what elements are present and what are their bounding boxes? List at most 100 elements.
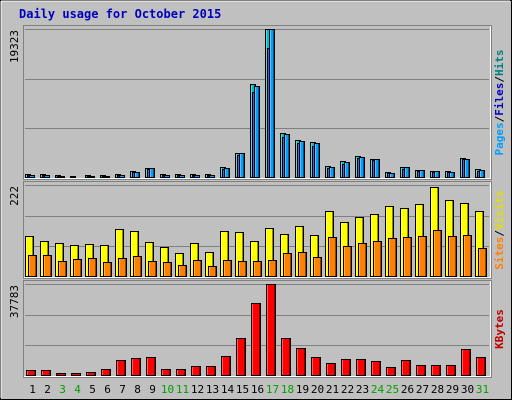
bar-sites-day-30 (463, 235, 472, 277)
legend-separator: / (493, 76, 506, 83)
bar-kbytes-day-29 (446, 365, 456, 376)
bars-hits (25, 29, 485, 178)
day-label-17: 17 (266, 383, 279, 396)
y-max-label: 37783 (8, 285, 21, 318)
bar-kbytes-day-13 (206, 366, 216, 376)
bar-kbytes-day-9 (146, 357, 156, 376)
bar-sites-day-22 (343, 246, 352, 277)
bar-sites-day-14 (223, 260, 232, 277)
day-label-28: 28 (431, 383, 444, 396)
bar-kbytes-day-25 (386, 367, 396, 376)
bar-pages-day-18 (284, 134, 290, 178)
bar-pages-day-9 (149, 168, 155, 178)
bar-kbytes-day-21 (326, 363, 336, 376)
bar-pages-day-6 (104, 176, 110, 178)
bar-pages-day-26 (404, 167, 410, 178)
bar-kbytes-day-24 (371, 361, 381, 376)
bar-sites-day-7 (118, 258, 127, 277)
bar-sites-day-9 (148, 261, 157, 277)
bar-sites-day-1 (28, 255, 37, 277)
panel-frame (23, 181, 492, 279)
bar-kbytes-day-8 (131, 358, 141, 376)
bar-pages-day-2 (44, 175, 50, 178)
bar-sites-day-29 (448, 236, 457, 277)
bar-pages-day-14 (224, 168, 230, 178)
bar-sites-day-26 (403, 237, 412, 277)
bar-pages-day-5 (89, 176, 95, 178)
day-label-26: 26 (401, 383, 414, 396)
bar-kbytes-day-12 (191, 366, 201, 376)
bar-pages-day-25 (389, 173, 395, 178)
day-label-8: 8 (134, 383, 141, 396)
bar-sites-day-15 (238, 261, 247, 277)
legend-hits: Pages/Files/Hits (493, 50, 506, 156)
bar-kbytes-day-23 (356, 359, 366, 376)
bar-kbytes-day-11 (176, 369, 186, 376)
day-label-10: 10 (161, 383, 174, 396)
bar-pages-day-19 (299, 141, 305, 178)
bar-pages-day-21 (329, 167, 335, 178)
bar-pages-day-17 (269, 29, 275, 178)
day-label-5: 5 (89, 383, 96, 396)
bar-kbytes-day-2 (41, 370, 51, 376)
bar-sites-day-31 (478, 248, 487, 277)
bar-pages-day-11 (179, 175, 185, 178)
bar-pages-day-3 (59, 176, 65, 178)
bar-kbytes-day-26 (401, 360, 411, 376)
day-label-27: 27 (416, 383, 429, 396)
bar-sites-day-17 (268, 260, 277, 277)
bar-pages-day-7 (119, 175, 125, 178)
legend-label-sites: Sites (493, 237, 506, 270)
legend-label-kbytes: KBytes (493, 309, 506, 349)
y-max-label: 19323 (8, 30, 21, 63)
bar-sites-day-25 (388, 238, 397, 277)
legend-separator: / (493, 230, 506, 237)
x-axis-labels: 1 2 3 4 5 6 7 8 9 10 11 12 13 14 15 16 17 18 19 20 21 22 23 24 2… (29, 383, 489, 396)
day-label-2: 2 (44, 383, 51, 396)
panel-frame (23, 280, 492, 378)
legend-label-files: Files (493, 83, 506, 116)
bar-kbytes-day-16 (251, 303, 261, 376)
day-label-24: 24 (371, 383, 385, 396)
day-label-12: 12 (191, 383, 204, 396)
bar-pages-day-8 (134, 172, 140, 178)
bar-pages-day-22 (344, 162, 350, 178)
legend-kbytes: KBytes (493, 309, 506, 349)
bar-pages-day-13 (209, 175, 215, 178)
bar-kbytes-day-10 (161, 369, 171, 376)
bar-sites-day-3 (58, 261, 67, 277)
bar-kbytes-day-18 (281, 338, 291, 376)
bar-sites-day-13 (208, 266, 217, 277)
bars-visits (25, 187, 487, 277)
day-label-18: 18 (281, 383, 294, 396)
bar-pages-day-1 (29, 175, 35, 178)
bar-sites-day-27 (418, 236, 427, 277)
bar-sites-day-21 (328, 237, 337, 277)
day-label-30: 30 (461, 383, 474, 396)
bar-kbytes-day-31 (476, 357, 486, 376)
bar-sites-day-5 (88, 258, 97, 277)
day-label-29: 29 (446, 383, 459, 396)
y-max-label: 222 (8, 186, 21, 206)
panel-hits: 19323 Pages/Files/Hits (8, 25, 506, 180)
bar-sites-day-12 (193, 260, 202, 277)
bar-kbytes-day-1 (26, 370, 36, 376)
day-label-6: 6 (104, 383, 111, 396)
bar-pages-day-24 (374, 159, 380, 178)
bar-kbytes-day-30 (461, 349, 471, 376)
bar-pages-day-30 (464, 159, 470, 178)
legend-label-pages: Pages (493, 122, 506, 155)
bar-kbytes-day-3 (56, 373, 66, 376)
bar-kbytes-day-27 (416, 365, 426, 376)
bar-sites-day-16 (253, 261, 262, 277)
bar-sites-day-20 (313, 257, 322, 277)
bar-pages-day-29 (449, 172, 455, 178)
bar-hits-day-4 (70, 176, 76, 178)
day-label-9: 9 (149, 383, 156, 396)
bar-kbytes-day-28 (431, 365, 441, 376)
bar-sites-day-2 (43, 255, 52, 277)
bar-kbytes-day-6 (101, 369, 111, 376)
bar-sites-day-6 (103, 262, 112, 277)
legend-separator: / (493, 115, 506, 122)
